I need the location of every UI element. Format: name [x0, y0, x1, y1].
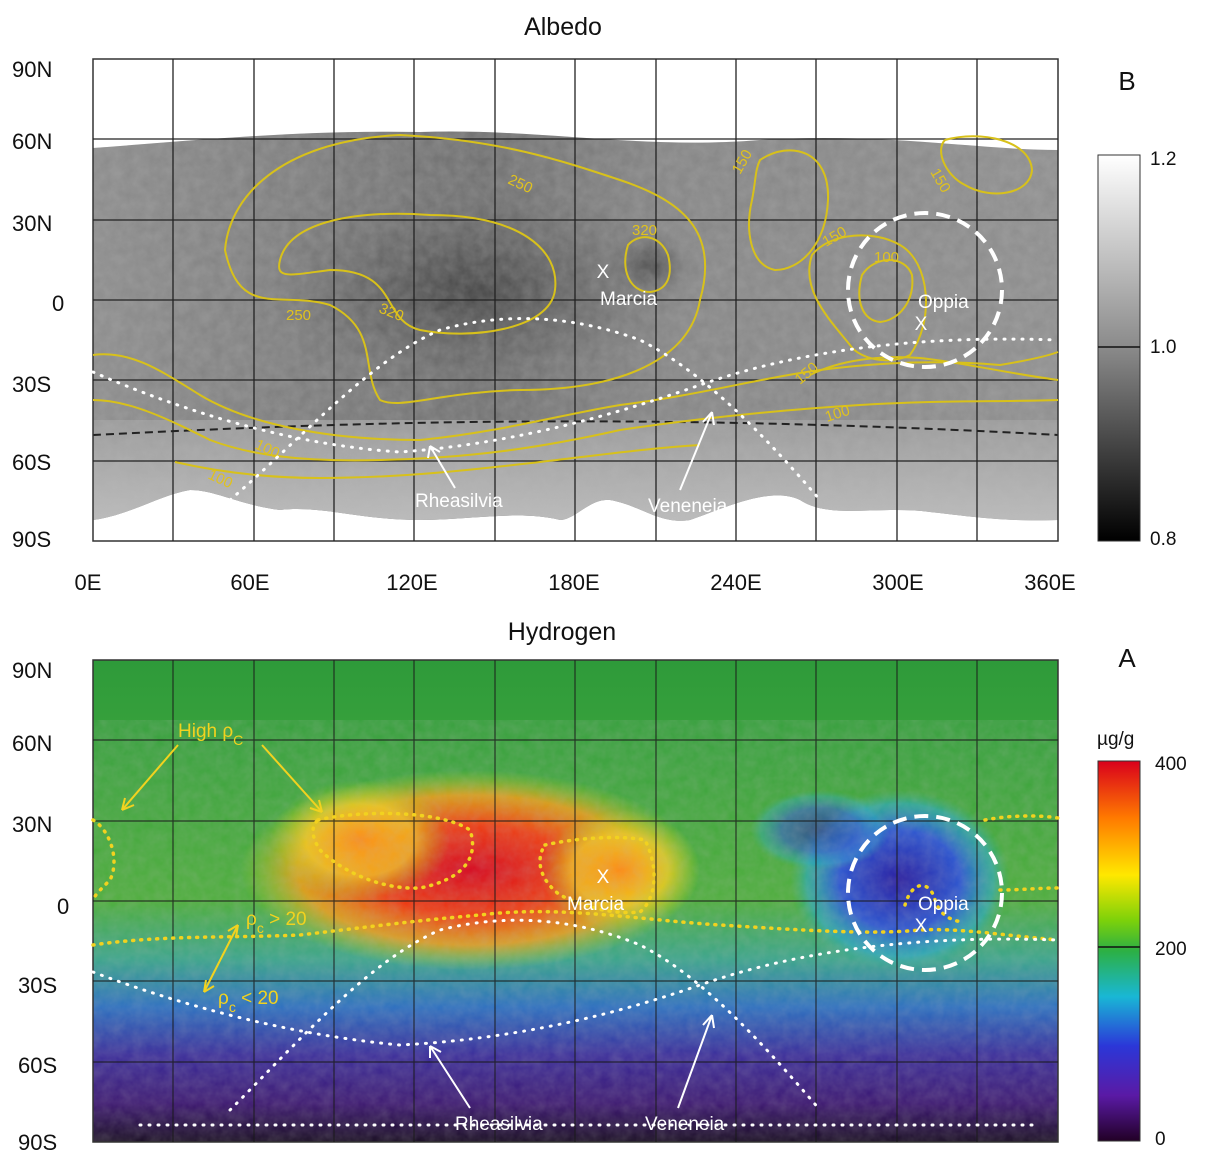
lat-label: 90S — [18, 1130, 57, 1153]
lat-label: 30S — [18, 973, 57, 998]
marcia-marker-icon: X — [597, 867, 610, 888]
albedo-lon-axis: 0E 60E 120E 180E 240E 300E 360E — [75, 570, 1076, 595]
albedo-colorbar-min: 0.8 — [1150, 529, 1176, 550]
albedo-basin-outlines — [91, 317, 1060, 502]
rheasilvia-arrow-icon — [429, 445, 456, 489]
lat-label: 90N — [12, 658, 52, 683]
albedo-marcia-label: Marcia — [600, 289, 657, 310]
marcia-marker-icon: X — [597, 262, 610, 283]
high-rho-arrow-right-icon — [261, 744, 323, 813]
veneneia-arrow-icon — [679, 411, 713, 491]
rho-gt-20-label: ρc > 20 — [246, 909, 307, 936]
hydrogen-marcia-label: Marcia — [567, 894, 624, 915]
albedo-grid — [93, 59, 1058, 541]
lat-label: 90S — [12, 527, 51, 552]
hydrogen-colorbar-mid: 200 — [1155, 939, 1187, 960]
albedo-colorbar-mid: 1.0 — [1150, 337, 1176, 358]
oppia-circle — [846, 814, 1004, 972]
contour-label: 100 — [823, 402, 852, 426]
lat-label: 60S — [12, 450, 51, 475]
lon-label: 120E — [386, 570, 437, 595]
hydrogen-title: Hydrogen — [508, 618, 616, 646]
albedo-colorbar-max: 1.2 — [1150, 149, 1176, 170]
albedo-panel: Albedo B — [12, 13, 1176, 595]
hydrogen-colorbar-min: 0 — [1155, 1129, 1166, 1150]
albedo-title: Albedo — [524, 13, 602, 41]
albedo-veneneia-label: Veneneia — [648, 496, 728, 517]
lon-label: 60E — [230, 570, 269, 595]
lat-label: 60S — [18, 1053, 57, 1078]
oppia-marker-icon: X — [915, 314, 928, 335]
lon-label: 360E — [1024, 570, 1075, 595]
oppia-circle — [846, 211, 1004, 369]
lon-label: 240E — [710, 570, 761, 595]
veneneia-arrow-icon — [677, 1014, 713, 1109]
hydrogen-colorbar: µg/g 400 200 0 — [1097, 729, 1187, 1150]
rho-lt-20-label: ρc < 20 — [218, 988, 279, 1015]
albedo-feature-markers: X Marcia X Oppia Rheasilvia Veneneia — [415, 262, 969, 517]
rheasilvia-outline — [91, 337, 1060, 454]
lat-label: 30S — [12, 372, 51, 397]
lon-label: 0E — [75, 570, 102, 595]
hydrogen-rheasilvia-label: Rheasilvia — [455, 1114, 543, 1135]
hydrogen-density-boundaries — [91, 811, 1060, 947]
hydrogen-grid — [93, 660, 1058, 1142]
lat-label: 0 — [57, 894, 69, 919]
high-rho-label: High ρC — [178, 721, 243, 748]
veneneia-outline — [228, 918, 822, 1112]
rheasilvia-arrow-icon — [429, 1045, 471, 1109]
oppia-marker-icon: X — [915, 916, 928, 937]
albedo-rheasilvia-label: Rheasilvia — [415, 491, 503, 512]
lon-label: 180E — [548, 570, 599, 595]
hydrogen-panel: Hydrogen A — [12, 618, 1187, 1153]
lat-label: 0 — [52, 291, 64, 316]
lat-label: 30N — [12, 211, 52, 236]
albedo-lat-axis: 90N 60N 30N 0 30S 60S 90S — [12, 57, 64, 552]
contour-label: 100 — [874, 249, 899, 266]
hydrogen-lat-axis: 90N 60N 30N 0 30S 60S 90S — [12, 658, 69, 1153]
lat-label: 30N — [12, 812, 52, 837]
lat-label: 60N — [12, 731, 52, 756]
hydrogen-feature-markers: X Marcia X Oppia Rheasilvia Veneneia — [429, 867, 969, 1135]
hydrogen-annotations: High ρC ρc > 20 ρc < 20 — [121, 721, 323, 1015]
contour-label: 320 — [632, 222, 657, 239]
hydrogen-oppia-label: Oppia — [918, 894, 969, 915]
lat-label: 90N — [12, 57, 52, 82]
hydrogen-colorbar-unit: µg/g — [1097, 729, 1134, 750]
hydrogen-basin-outlines — [91, 918, 1060, 1127]
rho-double-arrow-icon — [203, 924, 239, 993]
high-rho-arrow-left-icon — [121, 744, 179, 811]
albedo-panel-letter: B — [1118, 66, 1135, 96]
lon-label: 300E — [872, 570, 923, 595]
albedo-colorbar: 1.2 1.0 0.8 — [1097, 149, 1176, 550]
contour-label: 250 — [286, 307, 311, 324]
albedo-oppia-label: Oppia — [918, 292, 969, 313]
lat-label: 60N — [12, 129, 52, 154]
veneneia-outline — [228, 317, 822, 502]
hydrogen-veneneia-label: Veneneia — [645, 1114, 725, 1135]
rheasilvia-outline — [91, 937, 1060, 1047]
hydrogen-panel-letter: A — [1118, 643, 1136, 673]
hydrogen-colorbar-max: 400 — [1155, 754, 1187, 775]
